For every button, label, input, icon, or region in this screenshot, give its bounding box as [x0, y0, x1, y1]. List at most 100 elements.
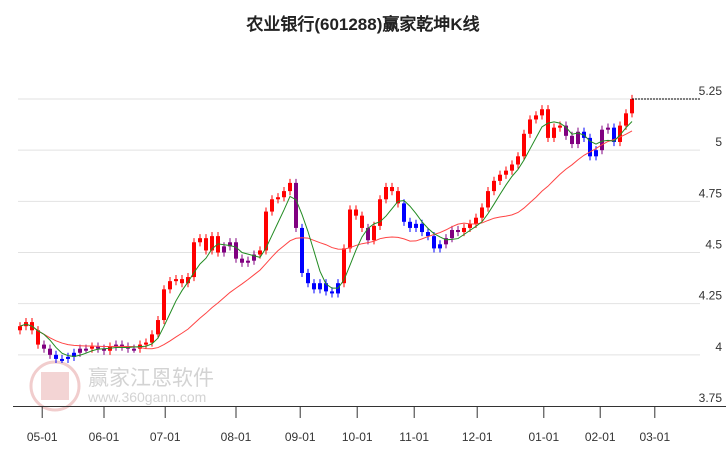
x-tick-label: 05-01	[27, 430, 58, 444]
watermark-seal-box	[41, 372, 69, 400]
candle-body	[618, 125, 622, 142]
candle-body	[420, 223, 424, 233]
candle-body	[288, 182, 292, 192]
candle-body	[222, 246, 226, 253]
x-tick-label: 01-01	[528, 430, 559, 444]
x-tick-label: 07-01	[150, 430, 181, 444]
candle-body	[390, 187, 394, 192]
candle-body	[42, 344, 46, 349]
candle-body	[504, 170, 508, 175]
candle-body	[576, 131, 580, 145]
candle-body	[588, 137, 592, 157]
candle-body	[228, 242, 232, 247]
candle-body	[48, 348, 52, 355]
watermark-seal-icon	[29, 360, 81, 412]
candle-body	[462, 227, 466, 233]
candle-body	[186, 277, 190, 284]
candle-body	[276, 197, 280, 200]
candle-body	[192, 242, 196, 278]
candle-body	[600, 129, 604, 151]
candle-body	[114, 344, 118, 347]
candle-body	[426, 232, 430, 237]
x-tick-label: 03-01	[639, 430, 670, 444]
candle-body	[468, 223, 472, 228]
x-tick-label: 06-01	[89, 430, 120, 444]
candle-body	[516, 156, 520, 165]
candle-body	[150, 334, 154, 343]
candle-body	[522, 133, 526, 157]
chart-title: 农业银行(601288)赢家乾坤K线	[245, 14, 479, 34]
candle-body	[354, 209, 358, 216]
candle-body	[324, 283, 328, 292]
candle-body	[294, 182, 298, 228]
candle-body	[444, 238, 448, 245]
x-tick-label: 10-01	[342, 430, 373, 444]
candle-body	[402, 203, 406, 222]
candle-body	[102, 348, 106, 351]
candle-body	[558, 125, 562, 128]
candle-body	[342, 248, 346, 284]
candle-body	[18, 326, 22, 331]
watermark-url: www.360gann.com	[87, 389, 206, 405]
candle-body	[594, 150, 598, 157]
candle-body	[180, 279, 184, 284]
y-tick-label: 3.75	[699, 391, 723, 405]
candle-body	[36, 330, 40, 345]
candle-body	[606, 127, 610, 130]
watermark: 赢家江恩软件 www.360gann.com	[29, 360, 214, 412]
candle-body	[210, 236, 214, 251]
candle-body	[492, 180, 496, 192]
candle-body	[552, 127, 556, 138]
candle-body	[300, 227, 304, 273]
x-axis: 05-01 06-01 07-01 08-01 09-01 10-01 11-01 12-01…	[13, 406, 726, 444]
ma-long-line	[19, 130, 633, 350]
x-tick-label: 11-01	[399, 430, 429, 444]
x-tick-label: 08-01	[221, 430, 252, 444]
candle-body	[234, 242, 238, 259]
candle-body	[330, 291, 334, 294]
grid	[18, 98, 700, 356]
candle-body	[408, 221, 412, 228]
candle-body	[612, 127, 616, 142]
candle-body	[564, 125, 568, 136]
candle-body	[540, 109, 544, 116]
candle-body	[498, 174, 502, 181]
candle-body	[456, 229, 460, 233]
candle-body	[60, 358, 64, 361]
candle-body	[378, 199, 382, 226]
candle-body	[480, 207, 484, 218]
candle-body	[90, 346, 94, 349]
candle-body	[174, 279, 178, 282]
candle-body	[270, 199, 274, 212]
candle-body	[120, 344, 124, 347]
candle-body	[96, 346, 100, 349]
candle-body	[510, 164, 514, 171]
candle-body	[306, 272, 310, 284]
candle-body	[366, 227, 370, 241]
watermark-brand: 赢家江恩软件	[88, 367, 214, 390]
candles	[18, 94, 634, 364]
candle-body	[144, 342, 148, 345]
x-tick-label: 09-01	[285, 430, 316, 444]
y-tick-label: 4	[715, 340, 722, 354]
candle-body	[396, 191, 400, 204]
y-tick-label: 4.5	[705, 238, 722, 252]
candle-body	[450, 229, 454, 239]
y-tick-label: 5.25	[699, 84, 723, 98]
candle-body	[78, 348, 82, 353]
candle-body	[156, 320, 160, 335]
candle-body	[282, 191, 286, 198]
y-tick-label: 5	[715, 135, 722, 149]
candle-body	[162, 289, 166, 321]
candle-body	[54, 354, 58, 359]
moving-averages	[19, 121, 633, 357]
candle-body	[312, 283, 316, 290]
y-tick-label: 4.25	[699, 289, 723, 303]
candle-body	[204, 238, 208, 251]
candle-body	[198, 238, 202, 243]
candle-body	[72, 352, 76, 357]
candle-body	[252, 254, 256, 261]
candle-body	[528, 119, 532, 134]
candle-body	[486, 191, 490, 208]
candle-body	[66, 356, 70, 359]
